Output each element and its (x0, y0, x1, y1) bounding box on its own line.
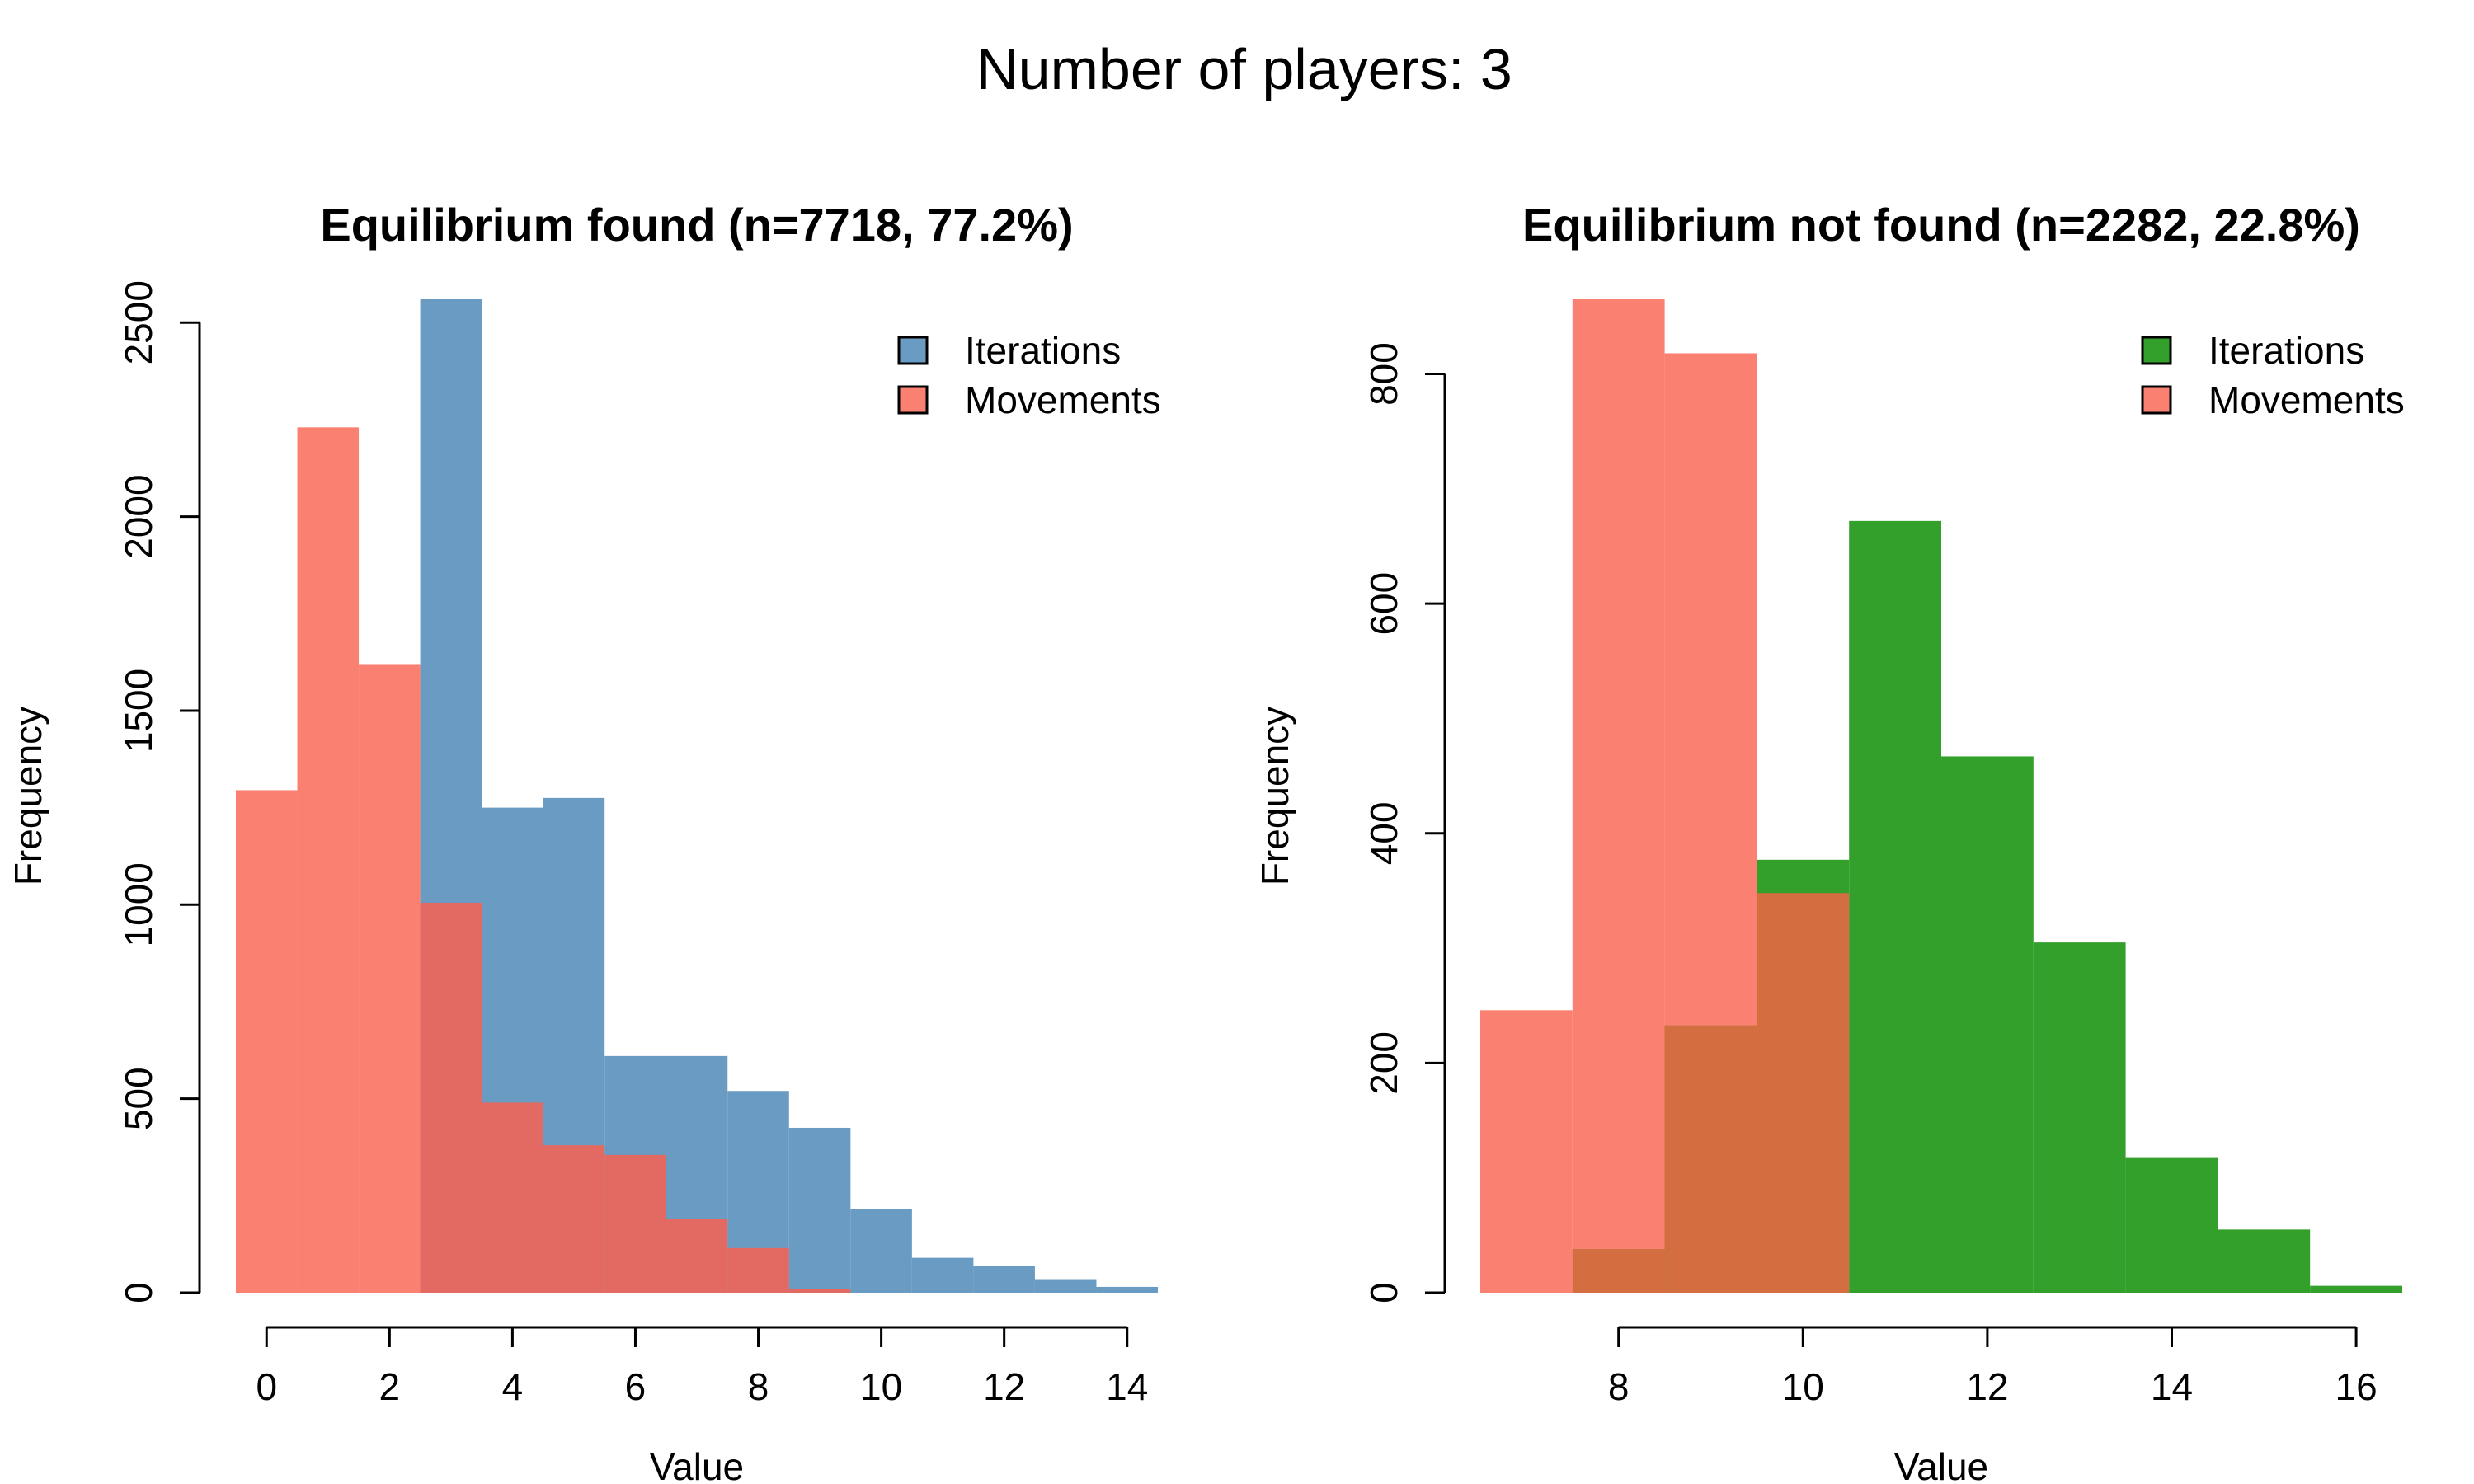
y-tick-label: 0 (117, 1282, 160, 1303)
movements-bar (297, 427, 360, 1293)
panel-equilibrium-not-found: 0 200 400 600 800 8 10 12 14 16 Equilibrium not fo… (1253, 199, 2405, 1484)
x-tick-label: 14 (1106, 1365, 1148, 1408)
y-tick-label: 200 (1362, 1031, 1405, 1095)
x-tick-label: 14 (2151, 1365, 2193, 1408)
movements-bar (1664, 353, 1757, 1026)
x-tick-label: 0 (256, 1365, 277, 1408)
y-axis-label: Frequency (1253, 707, 1296, 885)
x-tick-label: 10 (1782, 1365, 1824, 1408)
iterations-bar (973, 1266, 1035, 1293)
legend: Iterations Movements (897, 329, 1161, 421)
movements-bar-overlap (666, 1219, 728, 1293)
legend-label: Movements (2208, 378, 2405, 421)
figure-suptitle: Number of players: 3 (976, 37, 1512, 101)
iterations-bar (2033, 942, 2126, 1293)
legend-swatch (897, 336, 929, 365)
x-axis-label: Value (650, 1445, 744, 1484)
x-tick-label: 12 (1966, 1365, 2008, 1408)
movements-bar-overlap (420, 902, 482, 1293)
movements-bar-overlap (788, 1289, 851, 1293)
legend-label: Iterations (965, 329, 1121, 372)
y-tick-label: 1000 (117, 862, 160, 946)
y-tick-label: 400 (1362, 801, 1405, 865)
panel-equilibrium-found: 0 500 1000 1500 2000 2500 0 2 4 6 8 10 12 14 Equilibri… (7, 199, 1161, 1484)
x-tick-label: 8 (748, 1365, 769, 1408)
y-tick-label: 2000 (117, 474, 160, 558)
iterations-bar (788, 1127, 851, 1293)
iterations-bar (2310, 1285, 2402, 1293)
movements-bar-overlap (543, 1145, 605, 1293)
y-axis-label: Frequency (7, 707, 49, 885)
y-tick-label: 800 (1362, 342, 1405, 406)
y-tick-label: 600 (1362, 572, 1405, 636)
movements-bar (236, 790, 298, 1293)
iterations-bar (911, 1257, 974, 1293)
x-tick-label: 12 (983, 1365, 1025, 1408)
x-tick-label: 6 (625, 1365, 647, 1408)
x-tick-label: 4 (502, 1365, 524, 1408)
movements-bar (1572, 299, 1665, 1250)
legend: Iterations Movements (2141, 329, 2405, 421)
legend-swatch (2141, 385, 2172, 415)
movements-bar-overlap (1664, 1025, 1757, 1293)
iterations-bar (2218, 1229, 2311, 1293)
movements-bar-overlap (727, 1247, 789, 1293)
y-tick-label: 1500 (117, 669, 160, 753)
iterations-bar (1034, 1279, 1097, 1293)
legend-label: Movements (965, 378, 1161, 421)
movements-bar-overlap (1572, 1249, 1665, 1293)
legend-swatch (897, 385, 929, 415)
x-tick-label: 10 (860, 1365, 902, 1408)
x-tick-label: 16 (2335, 1365, 2378, 1408)
movements-bar-overlap (1757, 893, 1850, 1293)
x-tick-label: 8 (1608, 1365, 1630, 1408)
iterations-bar (1941, 756, 2034, 1293)
y-tick-label: 500 (117, 1067, 160, 1130)
legend-swatch (2141, 336, 2172, 365)
iterations-bar (1096, 1286, 1158, 1293)
movements-bar (359, 664, 421, 1293)
x-tick-label: 2 (379, 1365, 401, 1408)
panel-title: Equilibrium not found (n=2282, 22.8%) (1522, 199, 2360, 251)
iterations-bar (1849, 520, 1941, 1293)
legend-label: Iterations (2208, 329, 2364, 372)
iterations-bar (850, 1209, 912, 1293)
y-tick-label: 0 (1362, 1282, 1405, 1303)
movements-bar (1480, 1010, 1573, 1293)
movements-bar-overlap (482, 1102, 543, 1293)
panel-title: Equilibrium found (n=7718, 77.2%) (320, 199, 1073, 251)
y-tick-label: 2500 (117, 280, 160, 364)
x-axis-label: Value (1894, 1445, 1988, 1484)
movements-bar-overlap (604, 1154, 666, 1293)
iterations-bar (2125, 1157, 2218, 1293)
